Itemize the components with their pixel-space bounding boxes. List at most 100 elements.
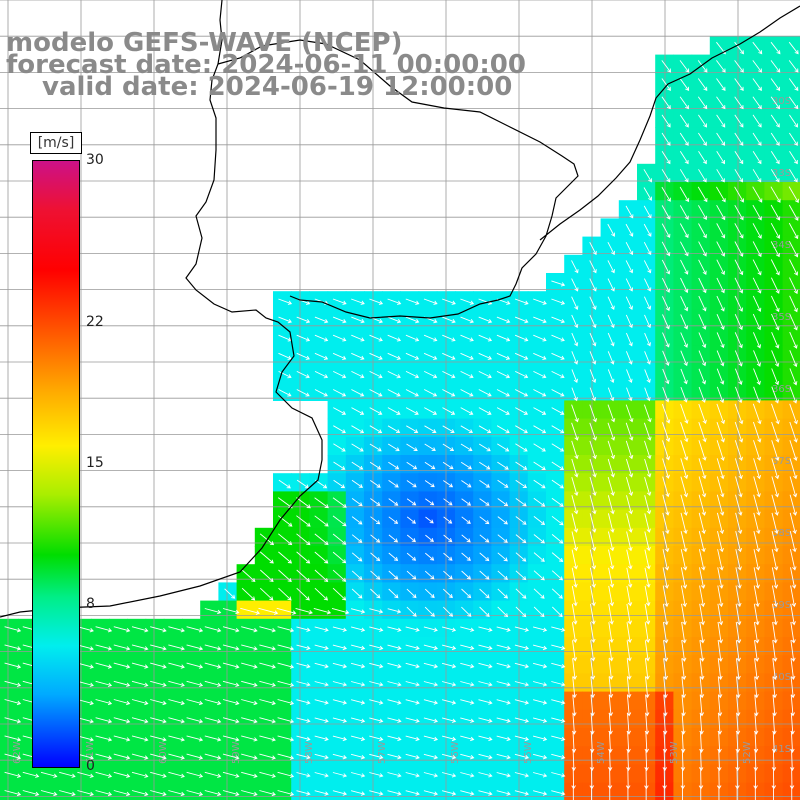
wind-arrow [533, 425, 547, 434]
wind-arrow [699, 567, 706, 589]
wind-arrow [752, 223, 762, 239]
wind-arrow [296, 370, 310, 379]
wind-arrow [150, 662, 167, 669]
wind-arrow [788, 60, 799, 73]
wind-arrow [296, 681, 311, 687]
wind-arrow [789, 350, 798, 368]
wind-arrow [222, 790, 240, 797]
wind-arrow [754, 658, 760, 681]
wind-arrow [460, 334, 474, 342]
wind-arrow [186, 626, 204, 633]
wind-arrow [680, 476, 689, 498]
wind-arrow [77, 699, 94, 706]
wind-arrow [680, 549, 688, 571]
wind-arrow [77, 790, 94, 797]
wind-arrow [314, 717, 329, 723]
wind-cell [782, 400, 800, 420]
wind-arrow [241, 662, 258, 669]
wind-arrow [222, 608, 240, 615]
wind-arrow [589, 260, 597, 274]
wind-arrow [772, 640, 778, 662]
wind-arrow [752, 96, 762, 110]
wind-arrow [186, 699, 204, 706]
wind-arrow [369, 389, 383, 397]
wind-arrow [168, 626, 185, 633]
wind-arrow [589, 404, 598, 423]
wind-arrow [680, 585, 687, 608]
wind-arrow [150, 680, 167, 687]
wind-arrow [644, 622, 651, 644]
wind-arrow [735, 512, 743, 535]
wind-arrow [388, 534, 399, 543]
wind-arrow [532, 681, 548, 687]
wind-arrow [461, 570, 472, 580]
wind-arrow [369, 699, 384, 705]
wind-arrow [240, 607, 260, 615]
wind-arrow [771, 440, 780, 462]
wind-arrow [259, 533, 275, 546]
wind-arrow [698, 205, 707, 221]
wind-arrow [752, 403, 762, 425]
wind-arrow [77, 680, 94, 687]
wind-arrow [662, 603, 669, 626]
wind-arrow [644, 749, 649, 772]
wind-arrow [441, 753, 457, 760]
longitude-label: 58W [304, 741, 315, 764]
wind-arrow [533, 516, 546, 526]
wind-arrow [571, 585, 578, 607]
wind-arrow [332, 681, 348, 687]
wind-arrow [150, 753, 167, 760]
wind-arrow [95, 735, 113, 742]
wind-arrow [77, 626, 94, 633]
wind-arrow [369, 790, 384, 796]
wind-arrow [734, 332, 743, 349]
wind-arrow [460, 735, 475, 742]
wind-cell [782, 200, 800, 219]
wind-cell [91, 782, 110, 800]
wind-arrow [333, 407, 347, 415]
wind-arrow [625, 440, 634, 460]
wind-arrow [296, 753, 311, 760]
wind-arrow [423, 644, 439, 651]
wind-arrow [790, 567, 797, 589]
wind-arrow [789, 549, 797, 571]
wind-arrow [734, 241, 744, 257]
wind-arrow [698, 403, 707, 424]
wind-arrow [532, 626, 548, 632]
wind-arrow [77, 753, 94, 760]
wind-arrow [131, 771, 149, 778]
wind-arrow [625, 260, 634, 274]
wind-arrow [589, 549, 597, 570]
wind-arrow [662, 440, 671, 461]
wind-arrow [296, 626, 311, 632]
wind-arrow [698, 440, 707, 461]
wind-arrow [551, 662, 566, 669]
wind-arrow [662, 494, 670, 516]
wind-arrow [607, 440, 616, 460]
wind-arrow [350, 681, 366, 687]
wind-arrow [607, 314, 615, 329]
wind-arrow [551, 790, 566, 796]
wind-arrow [441, 790, 457, 796]
wind-arrow [296, 316, 311, 324]
wind-arrow [278, 533, 293, 546]
wind-arrow [716, 78, 726, 91]
wind-arrow [734, 41, 745, 55]
wind-arrow [496, 316, 511, 324]
wind-arrow [607, 749, 613, 772]
wind-arrow [514, 644, 530, 651]
wind-arrow [680, 749, 686, 772]
wind-arrow [259, 753, 276, 760]
wind-arrow [351, 498, 363, 507]
wind-arrow [277, 644, 295, 651]
wind-arrow [770, 78, 781, 91]
wind-arrow [698, 150, 707, 165]
wind-arrow [168, 717, 185, 724]
wind-arrow [423, 352, 438, 360]
wind-arrow [387, 772, 402, 778]
wind-arrow [222, 717, 240, 724]
wind-arrow [277, 771, 295, 778]
wind-arrow [716, 60, 726, 73]
wind-arrow [478, 790, 493, 796]
wind-arrow [771, 350, 780, 367]
